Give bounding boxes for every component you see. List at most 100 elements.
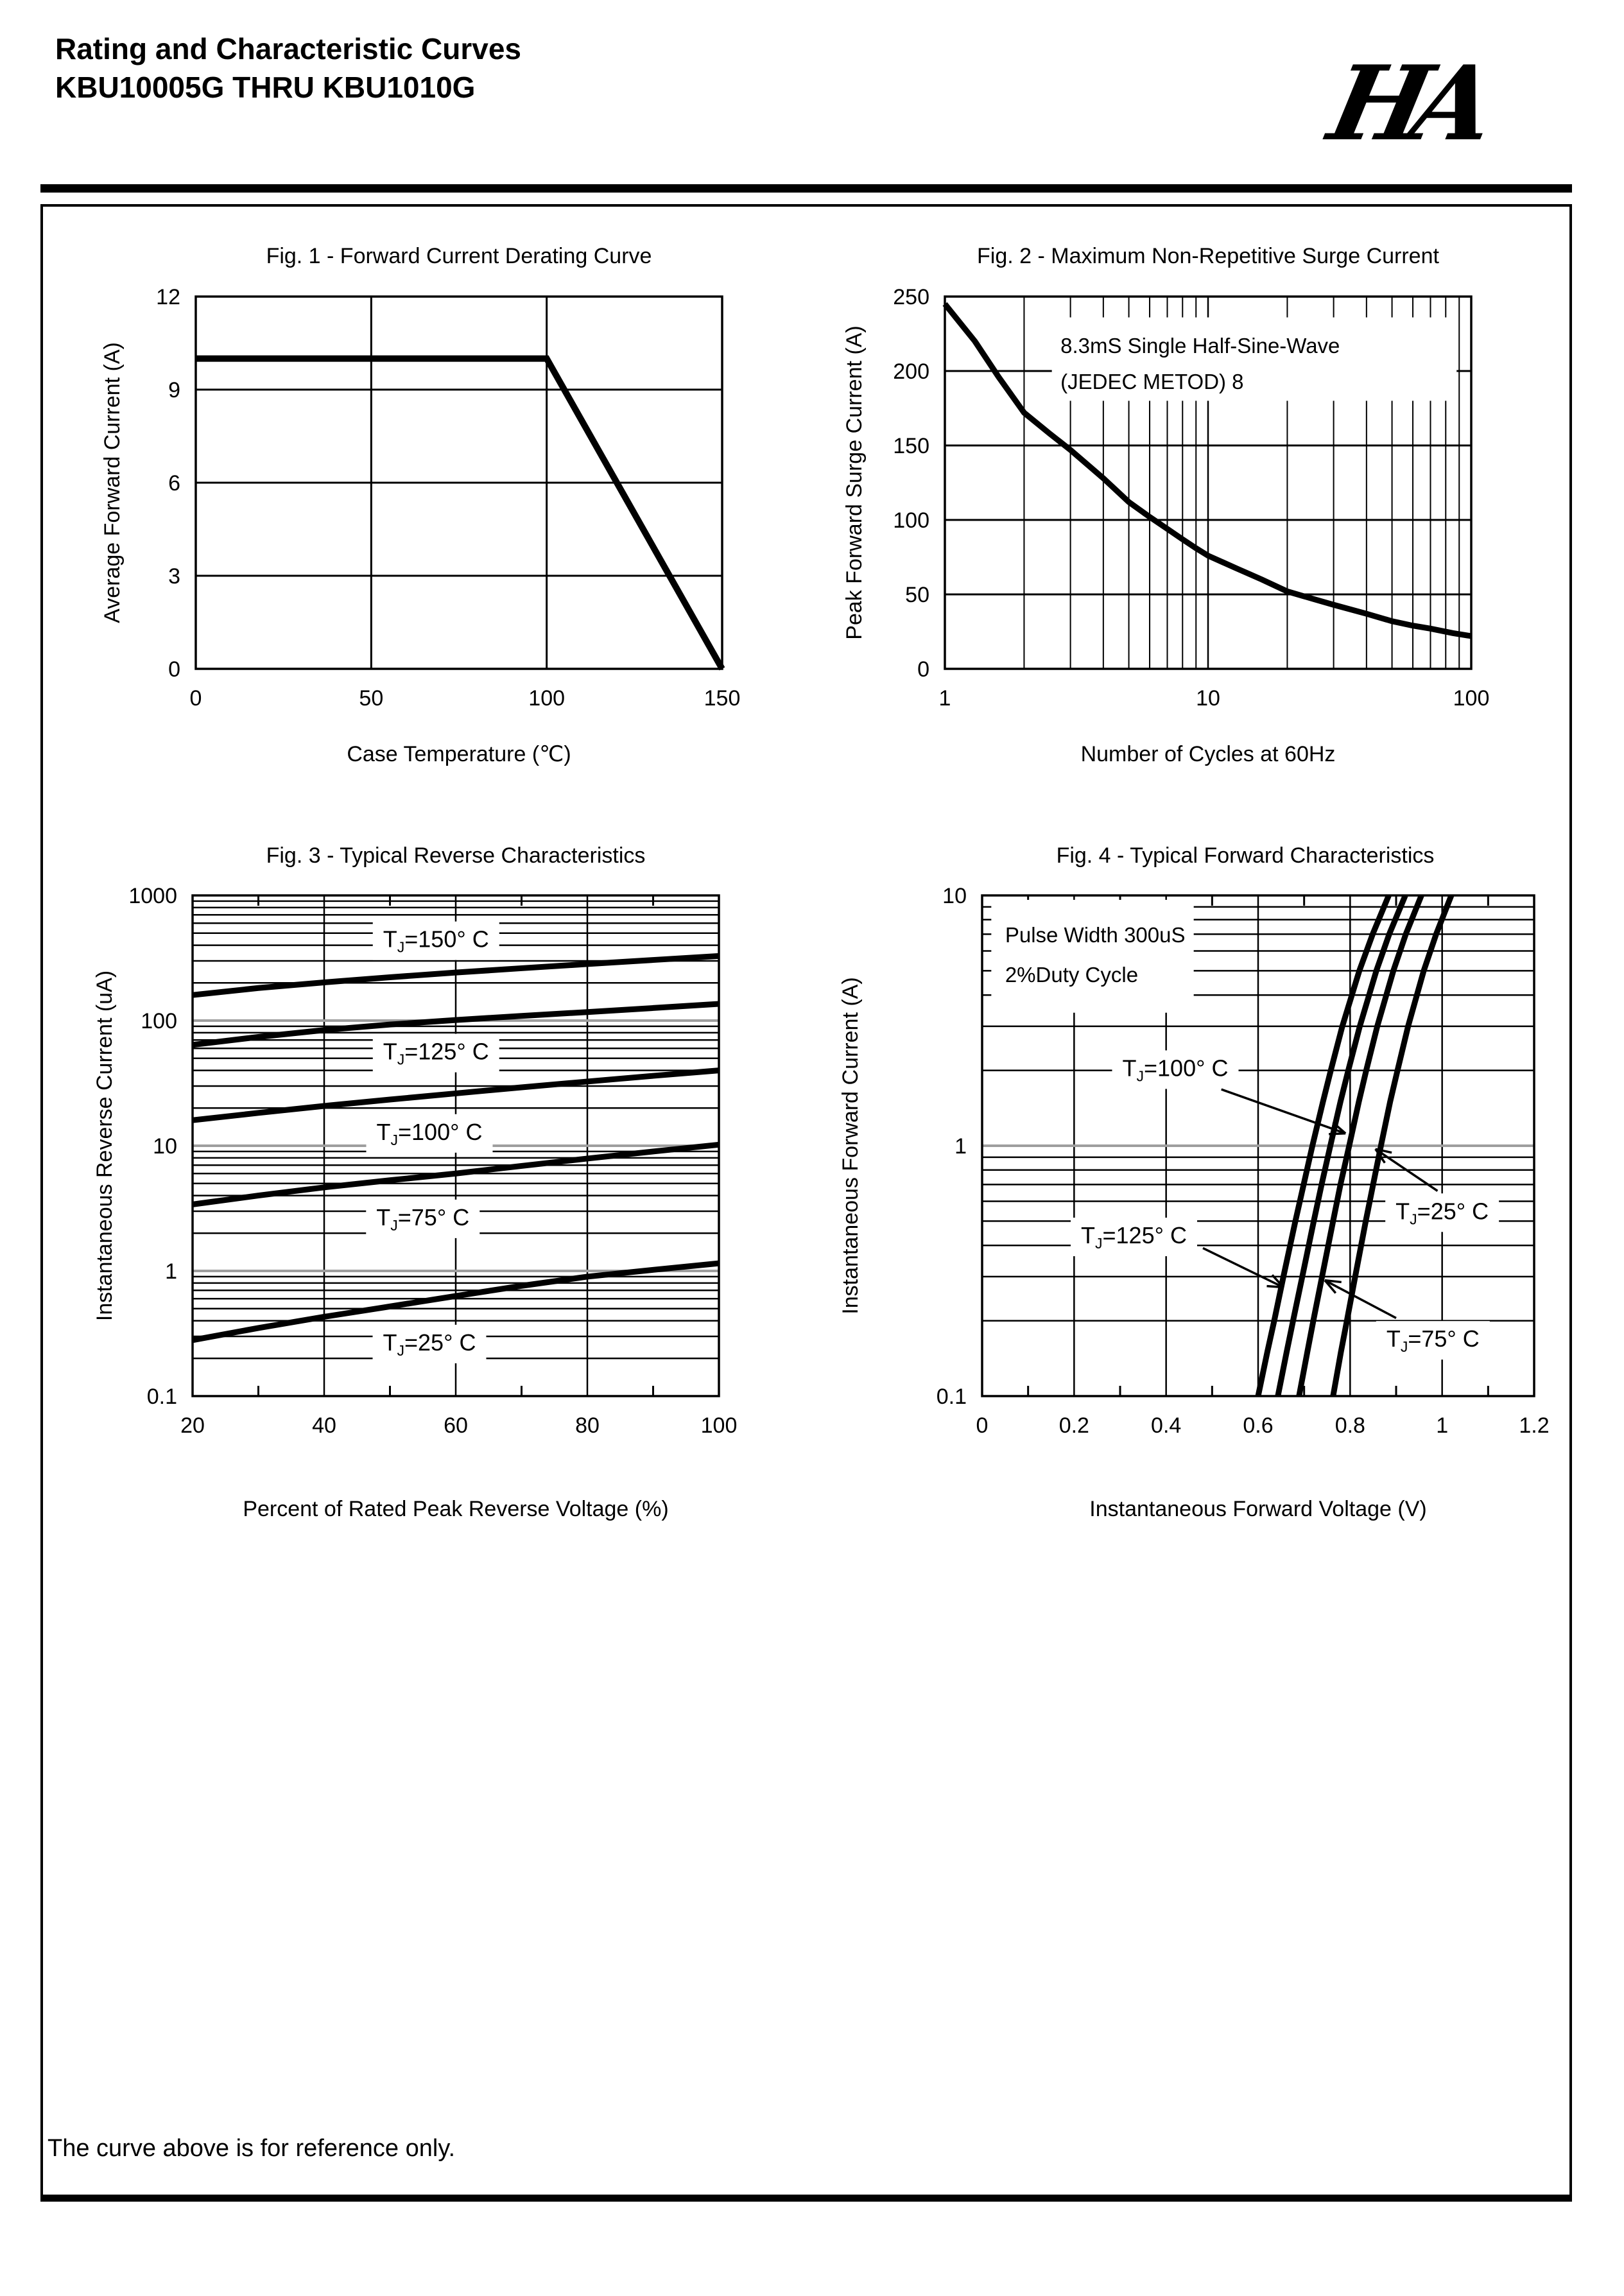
fig4-annotation: Pulse Width 300uS 2%Duty Cycle [991, 899, 1194, 1013]
svg-text:1.2: 1.2 [1519, 1413, 1549, 1438]
fig4-label-3: TJ=25° C [1395, 1198, 1489, 1227]
svg-text:100: 100 [701, 1413, 738, 1438]
fig2-title: Fig. 2 - Maximum Non-Repetitive Surge Cu… [977, 244, 1439, 268]
fig2-plot-svg: 8.3mS Single Half-Sine-Wave (JEDEC METOD)… [842, 244, 1489, 766]
fig3-curve-TJ125 [192, 1001, 720, 1048]
svg-text:12: 12 [156, 285, 180, 309]
brand-logo: HA [1320, 43, 1492, 164]
header-rule [40, 184, 1572, 193]
fig3-axis-labels: 20 40 60 80 100 0.1 1 10 100 1000 [128, 884, 737, 1438]
svg-text:150: 150 [893, 434, 929, 458]
fig4-curve-TJ100 [1275, 894, 1408, 1397]
fig2-plot-border [944, 295, 1473, 670]
svg-text:60: 60 [444, 1413, 468, 1438]
fig4-curve-TJ75 [1296, 894, 1424, 1397]
fig4-x-axis-title: Instantaneous Forward Voltage (V) [1089, 1497, 1426, 1521]
fig4-plot-svg: Pulse Width 300uS 2%Duty Cycle TJ=100° C TJ… [838, 843, 1550, 1521]
fig4-label-2: TJ=125° C [1081, 1222, 1187, 1252]
page-header: Rating and Characteristic Curves KBU1000… [55, 30, 521, 107]
fig4-forward-characteristics-chart: Pulse Width 300uS 2%Duty Cycle TJ=100° C TJ… [822, 828, 1576, 1569]
fig1-curve-derating [196, 355, 725, 671]
fig3-y-axis-title: Instantaneous Reverse Current (uA) [92, 971, 117, 1321]
svg-text:20: 20 [180, 1413, 205, 1438]
fig4-curve-TJ25 [1330, 894, 1455, 1397]
fig3-x-axis-title: Percent of Rated Peak Reverse Voltage (%… [243, 1497, 668, 1521]
fig1-gridlines [196, 297, 722, 669]
fig4-label-arrow [1324, 1279, 1397, 1319]
fig4-annotation-line1: Pulse Width 300uS [1005, 923, 1186, 947]
fig3-curve-TJ100 [192, 1067, 720, 1123]
fig2-curve-surge [942, 302, 1472, 639]
fig1-x-axis-title: Case Temperature (℃) [347, 742, 571, 766]
fig2-annotation-line1: 8.3mS Single Half-Sine-Wave [1060, 334, 1340, 358]
fig1-forward-current-derating-chart: 0 50 100 150 0 3 6 9 12 Fig. 1 - Forward Current … [90, 226, 780, 794]
fig1-y-axis-title: Average Forward Current (A) [100, 342, 125, 623]
svg-text:0.6: 0.6 [1243, 1413, 1273, 1438]
svg-text:0: 0 [190, 686, 202, 711]
svg-text:3: 3 [168, 564, 180, 589]
svg-text:10: 10 [942, 884, 967, 908]
svg-text:80: 80 [575, 1413, 600, 1438]
fig3-label-4: TJ=75° C [376, 1204, 469, 1234]
svg-text:0.2: 0.2 [1059, 1413, 1089, 1438]
svg-text:0: 0 [168, 657, 180, 682]
svg-text:200: 200 [893, 359, 929, 384]
svg-text:10: 10 [1196, 686, 1220, 711]
svg-text:1: 1 [955, 1134, 967, 1159]
svg-text:0.1: 0.1 [147, 1385, 177, 1409]
svg-text:1000: 1000 [128, 884, 177, 908]
svg-text:100: 100 [1453, 686, 1490, 711]
fig4-axis-labels: 0 0.2 0.4 0.6 0.8 1 1.2 0.1 1 10 [937, 884, 1550, 1438]
fig4-label-arrow [1221, 1088, 1347, 1135]
svg-text:250: 250 [893, 285, 929, 309]
svg-text:50: 50 [359, 686, 383, 711]
svg-text:50: 50 [905, 583, 929, 607]
fig2-surge-current-chart: 8.3mS Single Half-Sine-Wave (JEDEC METOD)… [822, 226, 1576, 794]
fig4-label-1: TJ=100° C [1123, 1055, 1229, 1084]
fig3-label-2: TJ=125° C [383, 1039, 489, 1068]
footer-note: The curve above is for reference only. [48, 2135, 456, 2162]
svg-text:100: 100 [141, 1009, 177, 1033]
svg-text:10: 10 [153, 1134, 177, 1159]
svg-text:1: 1 [165, 1259, 177, 1284]
svg-text:40: 40 [312, 1413, 336, 1438]
svg-text:0.4: 0.4 [1151, 1413, 1181, 1438]
fig4-label-arrow [1374, 1148, 1438, 1192]
svg-text:1: 1 [1436, 1413, 1448, 1438]
svg-text:0.1: 0.1 [937, 1385, 967, 1409]
header-title-line2: KBU10005G THRU KBU1010G [55, 71, 476, 104]
svg-text:0.8: 0.8 [1335, 1413, 1365, 1438]
fig2-annotation-line2: (JEDEC METOD) 8 [1060, 370, 1243, 393]
svg-text:0: 0 [976, 1413, 989, 1438]
fig3-curve-TJ150 [192, 953, 720, 998]
fig3-label-3: TJ=100° C [377, 1119, 483, 1148]
fig2-y-axis-title: Peak Forward Surge Current (A) [842, 325, 867, 639]
fig4-title: Fig. 4 - Typical Forward Characteristics [1057, 843, 1435, 868]
fig3-plot-svg: TJ=150° C TJ=125° C TJ=100° C TJ=75° C TJ=25… [92, 843, 737, 1521]
fig1-title: Fig. 1 - Forward Current Derating Curve [266, 244, 652, 268]
fig4-annotation-line2: 2%Duty Cycle [1005, 963, 1138, 987]
fig4-label-4: TJ=75° C [1386, 1325, 1480, 1355]
fig1-plot-svg: 0 50 100 150 0 3 6 9 12 Fig. 1 - Forward Current … [100, 244, 740, 766]
fig3-reverse-characteristics-chart: TJ=150° C TJ=125° C TJ=100° C TJ=75° C TJ=25… [82, 828, 808, 1569]
fig4-curve-TJ125 [1255, 894, 1392, 1397]
fig3-curve-TJ25 [192, 1260, 720, 1343]
svg-text:9: 9 [168, 378, 180, 402]
fig3-label-1: TJ=150° C [383, 926, 489, 956]
fig3-label-5: TJ=25° C [383, 1329, 476, 1359]
svg-text:0: 0 [917, 657, 929, 682]
svg-text:6: 6 [168, 471, 180, 496]
fig2-annotation: 8.3mS Single Half-Sine-Wave (JEDEC METOD)… [1051, 317, 1457, 401]
svg-text:100: 100 [893, 508, 929, 533]
svg-text:1: 1 [939, 686, 951, 711]
fig4-label-arrow [1202, 1247, 1284, 1289]
fig2-x-axis-title: Number of Cycles at 60Hz [1081, 742, 1336, 766]
fig2-axis-labels: 1 10 100 0 50 100 150 200 250 [893, 285, 1489, 711]
svg-text:150: 150 [704, 686, 741, 711]
header-title-line1: Rating and Characteristic Curves [55, 32, 522, 65]
content-frame [40, 204, 1572, 2202]
fig1-axis-labels: 0 50 100 150 0 3 6 9 12 [156, 285, 740, 711]
fig3-title: Fig. 3 - Typical Reverse Characteristics [266, 843, 646, 868]
fig1-plot-border [194, 295, 723, 670]
